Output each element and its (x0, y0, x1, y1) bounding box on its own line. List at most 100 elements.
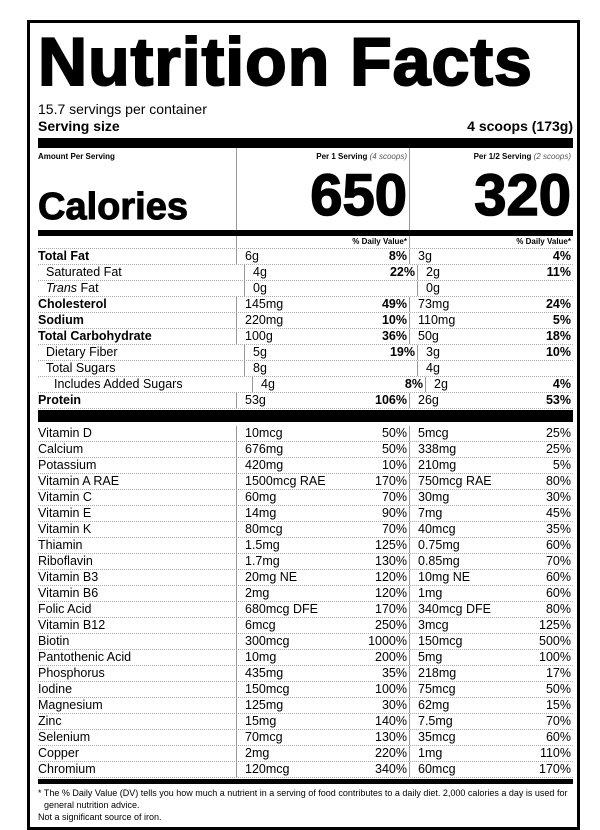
col1-dv: 220% (375, 746, 407, 760)
vitamin-name: Vitamin E (38, 506, 92, 520)
col2-dv: 35% (545, 522, 571, 536)
col2-cell: 150mcg 500% (409, 634, 573, 649)
vitamin-name: Vitamin B12 (38, 618, 106, 632)
col1-cell: 8g (244, 361, 417, 376)
col2-amount: 750mcg RAE (418, 474, 492, 488)
col1-amount: 150mcg (245, 682, 290, 696)
col2-dv: 11% (546, 265, 571, 279)
col2-amount: 30mg (418, 490, 450, 504)
col2-amount: 5mg (418, 650, 443, 664)
col1-cell: 676mg 50% (236, 442, 409, 457)
col2-amount: 40mcg (418, 522, 456, 536)
vitamin-name: Folic Acid (38, 602, 92, 616)
col1-cell: 10mcg 50% (236, 426, 409, 441)
nutrient-row: Total Carbohydrate 100g 36% 50g 18% (38, 329, 573, 345)
col1-amount: 1500mcg RAE (245, 474, 326, 488)
vitamin-row: Iodine 150mcg 100% 75mcg 50% (38, 682, 573, 698)
col1-amount: 53g (245, 393, 266, 407)
col2-amount: 150mcg (418, 634, 463, 648)
col2-dv: 170% (539, 762, 571, 776)
vitamin-name: Vitamin B6 (38, 586, 99, 600)
servings-per-container: 15.7 servings per container (38, 101, 207, 117)
col1-dv: 1000% (368, 634, 407, 648)
col2-cell: 4g (417, 361, 573, 376)
col1-header: Per 1 Serving (4 scoops) (237, 151, 407, 162)
col2-cell: 750mcg RAE 80% (409, 474, 573, 489)
col2-amount: 7.5mg (418, 714, 453, 728)
col2-dv: 5% (552, 313, 571, 327)
col2-cell: 3g 4% (409, 249, 573, 264)
col1-dv: 50% (381, 426, 407, 440)
col2-amount: 7mg (418, 506, 443, 520)
col2-amount: 62mg (418, 698, 450, 712)
col2-cell: 3g 10% (417, 345, 573, 360)
col1-amount: 6mcg (245, 618, 276, 632)
col1-amount: 2mg (245, 746, 270, 760)
col2-cell: 60mcg 170% (409, 762, 573, 777)
col1-amount: 120mcg (245, 762, 290, 776)
col1-dv: 50% (381, 442, 407, 456)
col2-dv: 70% (545, 714, 571, 728)
col2-cell: 1mg 110% (409, 746, 573, 761)
col2-amount: 210mg (418, 458, 457, 472)
col2-calories: 320 (473, 162, 571, 229)
col1-cell: 14mg 90% (236, 506, 409, 521)
serving-size: Serving size 4 scoops (173g) (38, 118, 573, 135)
col2-dv: 80% (545, 474, 571, 488)
footnote: * The % Daily Value (DV) tells you how m… (38, 788, 568, 810)
vitamin-name: Magnesium (38, 698, 103, 712)
nutrient-row: Total Fat 6g 8% 3g 4% (38, 249, 573, 265)
col1-dv: 100% (375, 682, 407, 696)
nutrient-name: Trans Fat (38, 281, 244, 296)
col1-dv: 170% (375, 474, 407, 488)
col1-cell: 435mg 35% (236, 666, 409, 681)
nutrient-name: Protein (38, 393, 82, 407)
col2-cell: 210mg 5% (409, 458, 573, 473)
col2-dv: 30% (545, 490, 571, 504)
col2-amount: 26g (418, 393, 439, 407)
col2-cell: 3mcg 125% (409, 618, 573, 633)
col1-header-text: Per 1 Serving (316, 152, 368, 161)
col1-dv: 125% (375, 538, 407, 552)
vitamin-name: Vitamin B3 (38, 570, 99, 584)
col1-cell: 6g 8% (236, 249, 409, 264)
vitamin-name: Chromium (38, 762, 96, 776)
col1-amount: 435mg (245, 666, 284, 680)
col1-cell: 1.5mg 125% (236, 538, 409, 553)
col2-dv: 125% (539, 618, 571, 632)
col1-cell: 1500mcg RAE 170% (236, 474, 409, 489)
col1-amount: 10mg (245, 650, 277, 664)
vitamin-table: Vitamin D 10mcg 50% 5mcg 25% Calcium 676mg 50% 3… (38, 426, 573, 778)
col1-dv: 90% (381, 506, 407, 520)
col2-dv: 53% (545, 393, 571, 407)
col1-dv: 340% (375, 762, 407, 776)
col2-dv: 24% (545, 297, 571, 311)
col1-dv: 106% (375, 393, 407, 407)
vitamin-row: Folic Acid 680mcg DFE 170% 340mcg DFE 80% (38, 602, 573, 618)
col1-cell: 2mg 120% (236, 586, 409, 601)
dv-header: % Daily Value* (516, 237, 571, 246)
col1-amount: 60mg (245, 490, 277, 504)
vitamin-row: Zinc 15mg 140% 7.5mg 70% (38, 714, 573, 730)
col2-cell: 40mcg 35% (409, 522, 573, 537)
vitamin-row: Potassium 420mg 10% 210mg 5% (38, 458, 573, 474)
col2-amount: 1mg (418, 586, 443, 600)
serving-size-value: 4 scoops (173g) (467, 118, 573, 134)
col1-amount: 6g (245, 249, 259, 263)
col2-amount: 0.75mg (418, 538, 460, 552)
col1-amount: 220mg (245, 313, 284, 327)
col2-cell: 7mg 45% (409, 506, 573, 521)
col2-dv: 80% (545, 602, 571, 616)
col2-amount: 50g (418, 329, 439, 343)
col1-amount: 4g (261, 377, 275, 391)
col1-dv: 140% (375, 714, 407, 728)
nutrient-row: Total Sugars 8g 4g (38, 361, 573, 377)
col1-dv: 10% (381, 458, 407, 472)
col1-cell: 2mg 220% (236, 746, 409, 761)
col1-cell: 300mcg 1000% (236, 634, 409, 649)
vitamin-name: Vitamin K (38, 522, 92, 536)
col1-amount: 80mcg (245, 522, 283, 536)
col1-amount: 4g (253, 265, 267, 279)
col2-cell: 338mg 25% (409, 442, 573, 457)
nutrition-label: Nutrition Facts 15.7 servings per contai… (27, 20, 580, 830)
